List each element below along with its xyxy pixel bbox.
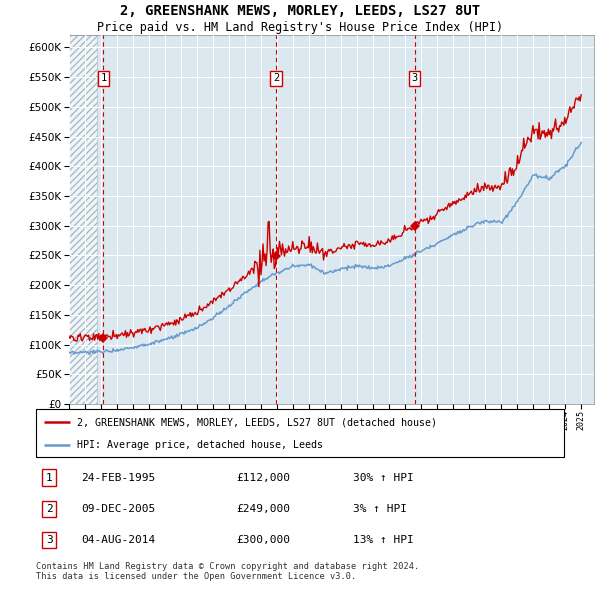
Text: £249,000: £249,000 [236,504,290,514]
Bar [69,35,97,404]
Text: 13% ↑ HPI: 13% ↑ HPI [353,535,413,545]
Text: £112,000: £112,000 [236,473,290,483]
Text: 04-AUG-2014: 04-AUG-2014 [81,535,155,545]
Text: 2, GREENSHANK MEWS, MORLEY, LEEDS, LS27 8UT (detached house): 2, GREENSHANK MEWS, MORLEY, LEEDS, LS27 … [77,417,437,427]
Text: 2: 2 [46,504,53,514]
Bar [69,35,97,404]
Text: 1: 1 [46,473,53,483]
Text: Contains HM Land Registry data © Crown copyright and database right 2024.
This d: Contains HM Land Registry data © Crown c… [36,562,419,581]
Text: 09-DEC-2005: 09-DEC-2005 [81,504,155,514]
Text: 1: 1 [100,73,107,83]
Text: HPI: Average price, detached house, Leeds: HPI: Average price, detached house, Leed… [77,440,323,450]
Text: 24-FEB-1995: 24-FEB-1995 [81,473,155,483]
Text: 2, GREENSHANK MEWS, MORLEY, LEEDS, LS27 8UT: 2, GREENSHANK MEWS, MORLEY, LEEDS, LS27 … [120,4,480,18]
Text: 3% ↑ HPI: 3% ↑ HPI [353,504,407,514]
Text: 3: 3 [412,73,418,83]
Text: 2: 2 [273,73,279,83]
Text: 3: 3 [46,535,53,545]
Text: 30% ↑ HPI: 30% ↑ HPI [353,473,413,483]
Text: Price paid vs. HM Land Registry's House Price Index (HPI): Price paid vs. HM Land Registry's House … [97,21,503,34]
Text: £300,000: £300,000 [236,535,290,545]
